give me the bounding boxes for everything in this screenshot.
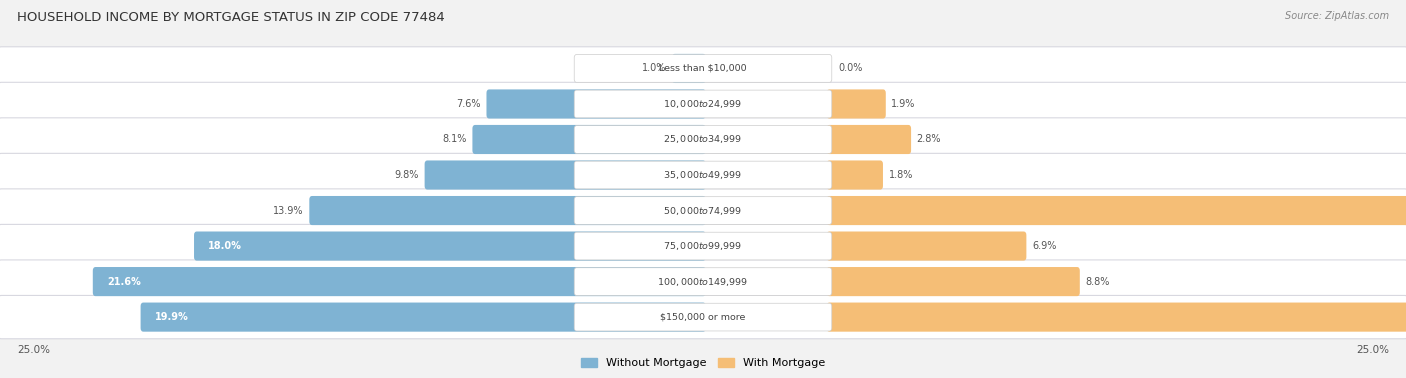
- FancyBboxPatch shape: [574, 232, 832, 260]
- Text: Less than $10,000: Less than $10,000: [659, 64, 747, 73]
- Text: 2.8%: 2.8%: [917, 135, 941, 144]
- FancyBboxPatch shape: [486, 90, 706, 119]
- FancyBboxPatch shape: [574, 90, 832, 118]
- Text: 1.9%: 1.9%: [891, 99, 915, 109]
- Text: 21.6%: 21.6%: [107, 277, 141, 287]
- FancyBboxPatch shape: [672, 54, 706, 83]
- Text: 19.9%: 19.9%: [155, 312, 188, 322]
- Legend: Without Mortgage, With Mortgage: Without Mortgage, With Mortgage: [576, 353, 830, 372]
- Text: 1.0%: 1.0%: [643, 64, 666, 73]
- Text: 13.9%: 13.9%: [273, 206, 304, 215]
- FancyBboxPatch shape: [0, 47, 1406, 90]
- Text: 25.0%: 25.0%: [17, 345, 49, 355]
- Text: $75,000 to $99,999: $75,000 to $99,999: [664, 240, 742, 252]
- Text: HOUSEHOLD INCOME BY MORTGAGE STATUS IN ZIP CODE 77484: HOUSEHOLD INCOME BY MORTGAGE STATUS IN Z…: [17, 11, 444, 24]
- FancyBboxPatch shape: [827, 231, 1026, 260]
- Text: $150,000 or more: $150,000 or more: [661, 313, 745, 322]
- FancyBboxPatch shape: [0, 225, 1406, 268]
- FancyBboxPatch shape: [0, 82, 1406, 125]
- FancyBboxPatch shape: [309, 196, 706, 225]
- Text: Source: ZipAtlas.com: Source: ZipAtlas.com: [1285, 11, 1389, 21]
- FancyBboxPatch shape: [574, 161, 832, 189]
- Text: 8.1%: 8.1%: [443, 135, 467, 144]
- Text: $50,000 to $74,999: $50,000 to $74,999: [664, 204, 742, 217]
- Text: 25.0%: 25.0%: [1357, 345, 1389, 355]
- FancyBboxPatch shape: [574, 268, 832, 296]
- FancyBboxPatch shape: [0, 153, 1406, 197]
- FancyBboxPatch shape: [827, 267, 1080, 296]
- FancyBboxPatch shape: [827, 160, 883, 190]
- FancyBboxPatch shape: [141, 302, 706, 332]
- Text: 0.0%: 0.0%: [838, 64, 862, 73]
- Text: 7.6%: 7.6%: [457, 99, 481, 109]
- FancyBboxPatch shape: [574, 54, 832, 82]
- FancyBboxPatch shape: [574, 125, 832, 153]
- FancyBboxPatch shape: [827, 302, 1406, 332]
- Text: 9.8%: 9.8%: [395, 170, 419, 180]
- Text: 8.8%: 8.8%: [1085, 277, 1109, 287]
- FancyBboxPatch shape: [827, 125, 911, 154]
- FancyBboxPatch shape: [827, 196, 1406, 225]
- Text: $35,000 to $49,999: $35,000 to $49,999: [664, 169, 742, 181]
- FancyBboxPatch shape: [827, 90, 886, 119]
- FancyBboxPatch shape: [472, 125, 706, 154]
- FancyBboxPatch shape: [0, 189, 1406, 232]
- FancyBboxPatch shape: [425, 160, 706, 190]
- Text: 6.9%: 6.9%: [1032, 241, 1056, 251]
- Text: 1.8%: 1.8%: [889, 170, 912, 180]
- FancyBboxPatch shape: [0, 260, 1406, 303]
- Text: $100,000 to $149,999: $100,000 to $149,999: [658, 276, 748, 288]
- Text: 18.0%: 18.0%: [208, 241, 242, 251]
- Text: $10,000 to $24,999: $10,000 to $24,999: [664, 98, 742, 110]
- FancyBboxPatch shape: [574, 303, 832, 331]
- Text: $25,000 to $34,999: $25,000 to $34,999: [664, 133, 742, 146]
- FancyBboxPatch shape: [93, 267, 706, 296]
- FancyBboxPatch shape: [0, 296, 1406, 339]
- FancyBboxPatch shape: [194, 231, 706, 260]
- FancyBboxPatch shape: [0, 118, 1406, 161]
- FancyBboxPatch shape: [574, 197, 832, 225]
